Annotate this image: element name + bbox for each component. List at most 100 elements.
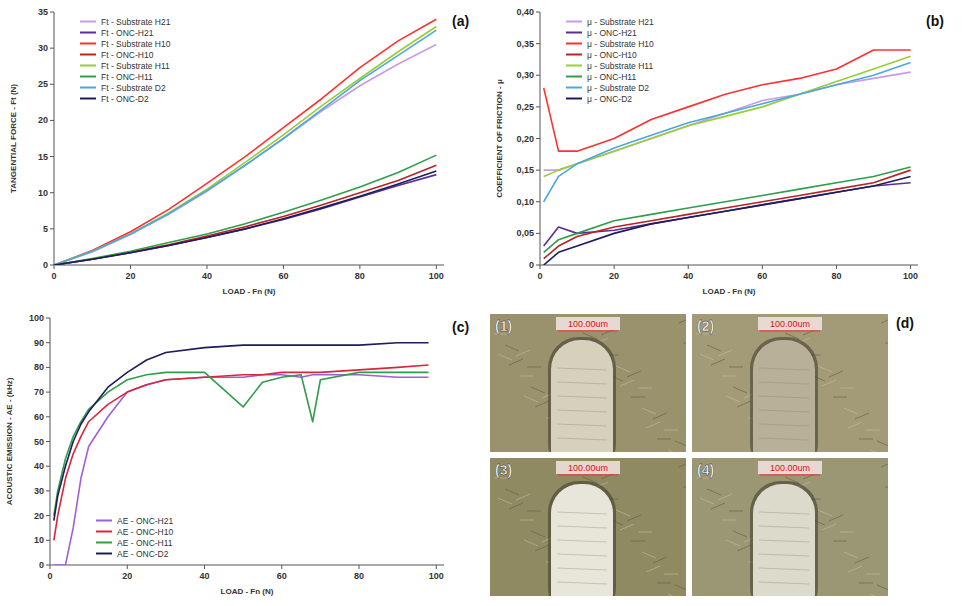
x-tick bbox=[910, 265, 911, 269]
legend-label: Ft - Substrate H21 bbox=[101, 17, 171, 27]
legend-swatch bbox=[566, 54, 582, 56]
micrograph: 100.00um (2) bbox=[692, 308, 899, 478]
y-axis-title: TANGENTIAL FORCE - Ft (N) bbox=[9, 84, 18, 193]
scale-bar bbox=[760, 475, 820, 476]
scale-bar bbox=[558, 331, 618, 332]
texture bbox=[833, 541, 847, 542]
crack bbox=[557, 526, 607, 528]
legend-swatch bbox=[566, 98, 582, 100]
x-tick bbox=[359, 265, 360, 269]
x-tick-label: 100 bbox=[903, 271, 918, 281]
legend-swatch bbox=[80, 65, 96, 67]
texture bbox=[505, 489, 519, 495]
series-line bbox=[54, 19, 436, 265]
texture bbox=[733, 531, 747, 537]
y-tick-label: 60 bbox=[34, 412, 44, 422]
chart-panel: 0204060801000102030405060708090100LOAD -… bbox=[5, 313, 469, 596]
y-tick-label: 100 bbox=[29, 313, 44, 323]
micrograph-label: (4) bbox=[697, 462, 714, 478]
x-tick bbox=[206, 265, 207, 269]
texture bbox=[840, 532, 854, 533]
texture bbox=[840, 388, 854, 389]
y-tick bbox=[50, 48, 54, 49]
crack bbox=[759, 568, 809, 570]
scale-label: 100.00um bbox=[770, 319, 810, 329]
texture bbox=[683, 487, 686, 488]
crack bbox=[759, 424, 809, 426]
x-tick bbox=[614, 265, 615, 269]
texture bbox=[520, 376, 534, 377]
y-tick bbox=[46, 540, 50, 541]
legend-swatch bbox=[80, 21, 96, 23]
y-tick bbox=[46, 342, 50, 343]
series-line bbox=[54, 30, 436, 265]
series-line bbox=[544, 50, 911, 151]
crack bbox=[759, 512, 809, 514]
scale-patch bbox=[556, 317, 620, 330]
scale-label: 100.00um bbox=[568, 319, 608, 329]
y-tick bbox=[536, 106, 540, 107]
panel-letter: (c) bbox=[452, 319, 469, 335]
x-tick bbox=[204, 565, 205, 569]
series-line bbox=[54, 365, 429, 540]
figure: 02040608010005101520253035LOAD - Fn (N)T… bbox=[0, 0, 963, 606]
legend-swatch bbox=[96, 531, 112, 533]
legend-label: Ft - ONC-H21 bbox=[101, 28, 154, 38]
x-tick-label: 20 bbox=[125, 271, 135, 281]
micrographs: 100.00um(1)100.00um(2)100.00um(3)100.00u… bbox=[490, 308, 914, 606]
crack bbox=[557, 382, 607, 384]
crack bbox=[759, 526, 809, 528]
texture bbox=[722, 376, 736, 377]
series-line bbox=[544, 167, 911, 252]
texture bbox=[498, 498, 512, 504]
texture bbox=[885, 487, 888, 488]
crack bbox=[759, 368, 809, 370]
x-tick bbox=[359, 565, 360, 569]
texture bbox=[866, 430, 880, 431]
texture bbox=[881, 461, 888, 467]
texture bbox=[646, 566, 660, 572]
legend-label: μ - ONC-H10 bbox=[587, 50, 637, 60]
x-tick bbox=[127, 565, 128, 569]
texture bbox=[722, 520, 736, 521]
y-tick-label: 30 bbox=[38, 43, 48, 53]
texture bbox=[844, 552, 858, 558]
texture bbox=[726, 540, 740, 546]
micrograph-image bbox=[692, 458, 888, 596]
texture bbox=[664, 430, 678, 431]
scale-label: 100.00um bbox=[568, 463, 608, 473]
x-tick-label: 0 bbox=[51, 271, 56, 281]
legend-label: μ - Substrate H11 bbox=[587, 61, 653, 71]
x-tick-label: 40 bbox=[202, 271, 212, 281]
texture bbox=[818, 366, 832, 372]
x-tick bbox=[281, 565, 282, 569]
legend-label: AE - ONC-H10 bbox=[117, 527, 173, 537]
texture bbox=[700, 498, 714, 504]
legend-swatch bbox=[96, 542, 112, 544]
y-tick-label: 90 bbox=[34, 338, 44, 348]
legend-label: AE - ONC-H11 bbox=[117, 538, 173, 548]
texture bbox=[729, 367, 743, 368]
texture bbox=[844, 408, 858, 414]
crack bbox=[557, 368, 607, 370]
y-tick bbox=[50, 192, 54, 193]
y-tick-label: 5 bbox=[43, 224, 48, 234]
crack bbox=[759, 438, 809, 440]
series-line bbox=[54, 26, 436, 265]
texture bbox=[664, 574, 678, 575]
texture bbox=[531, 531, 545, 537]
scale-bar bbox=[558, 475, 618, 476]
crack bbox=[759, 582, 809, 584]
texture bbox=[524, 396, 538, 402]
y-tick-label: 0 bbox=[39, 560, 44, 570]
panel-letter: (b) bbox=[926, 13, 944, 29]
texture bbox=[729, 511, 743, 512]
scratch-track bbox=[753, 484, 815, 596]
crack bbox=[557, 540, 607, 542]
legend-label: μ - Substrate D2 bbox=[587, 83, 649, 93]
micrograph-label: (2) bbox=[697, 318, 714, 334]
y-tick-label: 0,40 bbox=[516, 7, 534, 17]
y-tick-label: 0 bbox=[43, 260, 48, 270]
y-axis-title: COEFFICIENT OF FRICTION - μ bbox=[495, 79, 504, 198]
y-tick bbox=[536, 170, 540, 171]
